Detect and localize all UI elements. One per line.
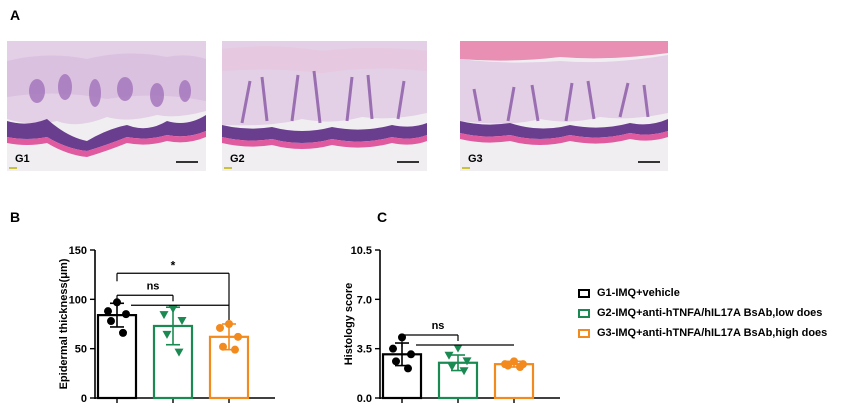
y-tick-label: 10.5 <box>351 245 372 257</box>
data-point <box>177 317 187 326</box>
scale-bar <box>638 161 660 163</box>
data-point <box>516 362 524 371</box>
legend-label-g3: G3-IMQ+anti-hTNFA/hIL17A BsAb,high does <box>597 327 828 339</box>
y-axis-label: Histology score <box>343 283 355 366</box>
significance-label: * <box>171 258 176 272</box>
histology-image-g1: G1 <box>7 41 206 171</box>
panel-label-c: C <box>377 209 388 225</box>
bar-g3 <box>493 363 535 400</box>
y-tick-label: 150 <box>69 245 87 257</box>
significance-label: ns <box>147 280 160 292</box>
data-point <box>174 348 184 357</box>
legend-swatch-g1 <box>578 288 590 298</box>
legend-item-g3: G3-IMQ+anti-hTNFA/hIL17A BsAb,high does <box>578 323 827 343</box>
legend-item-g1: G1-IMQ+vehicle <box>578 283 827 303</box>
data-point <box>510 357 518 366</box>
chart-c-histology-score: 0.0 3.5 7.0 10.5 Histology score ns <box>343 245 560 405</box>
data-point <box>159 311 169 320</box>
scale-marker <box>9 167 17 169</box>
significance-label: ns <box>432 320 445 332</box>
data-point <box>122 310 130 319</box>
data-point <box>234 332 242 341</box>
data-point <box>119 328 127 337</box>
data-point <box>462 357 472 366</box>
data-point <box>459 367 469 376</box>
histology-g1-graphic <box>7 41 206 171</box>
y-tick-label: 0.0 <box>357 393 372 405</box>
y-tick-label: 50 <box>75 344 87 356</box>
histology-label-g2: G2 <box>230 153 245 165</box>
scale-bar <box>397 161 419 163</box>
legend: G1-IMQ+vehicle G2-IMQ+anti-hTNFA/hIL17A … <box>578 283 827 343</box>
histology-label-g3: G3 <box>468 153 483 165</box>
legend-swatch-g2 <box>578 308 590 318</box>
panel-label-b: B <box>10 209 21 225</box>
data-point <box>216 323 224 332</box>
data-point <box>219 342 227 351</box>
y-tick-label: 7.0 <box>357 294 372 306</box>
y-tick-label: 100 <box>69 294 87 306</box>
data-point <box>168 305 178 314</box>
histology-g3-graphic <box>460 41 668 171</box>
data-point <box>444 351 454 360</box>
data-point <box>231 345 239 354</box>
data-point <box>389 344 397 353</box>
data-point <box>404 364 412 373</box>
data-point <box>104 307 112 316</box>
data-point <box>107 317 115 326</box>
panel-label-a: A <box>10 7 21 23</box>
legend-label-g2: G2-IMQ+anti-hTNFA/hIL17A BsAb,low does <box>597 307 823 319</box>
y-tick-label: 3.5 <box>357 344 372 356</box>
data-point <box>504 361 512 370</box>
data-point <box>407 350 415 359</box>
scale-marker <box>462 167 470 169</box>
y-axis-label: Epidermal thickness(μm) <box>58 258 70 389</box>
histology-label-g1: G1 <box>15 153 30 165</box>
scale-bar <box>176 161 198 163</box>
histology-image-g3: G3 <box>460 41 668 171</box>
scale-marker <box>224 167 232 169</box>
legend-item-g2: G2-IMQ+anti-hTNFA/hIL17A BsAb,low does <box>578 303 827 323</box>
legend-swatch-g3 <box>578 328 590 338</box>
data-point <box>162 330 172 339</box>
data-point <box>447 362 457 371</box>
y-tick-label: 0 <box>81 393 87 405</box>
histology-image-g2: G2 <box>222 41 427 171</box>
data-point <box>392 357 400 366</box>
histology-g2-graphic <box>222 41 427 171</box>
legend-label-g1: G1-IMQ+vehicle <box>597 287 680 299</box>
data-point <box>225 320 233 328</box>
data-point <box>453 344 463 353</box>
